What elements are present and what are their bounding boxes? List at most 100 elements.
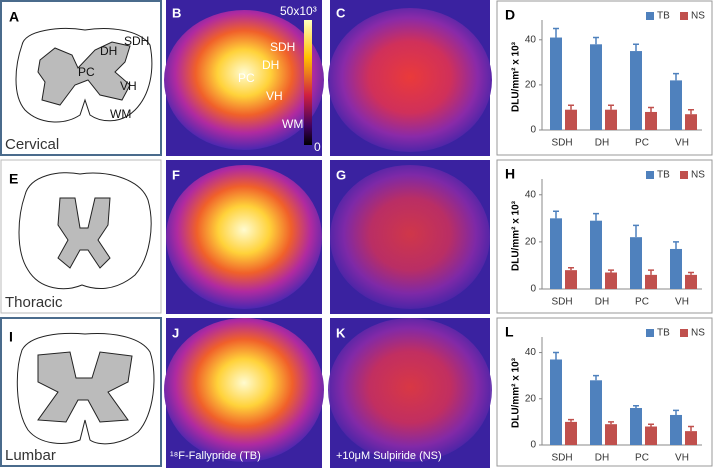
bar: [630, 237, 642, 289]
y-tick-label: 0: [530, 440, 536, 451]
drawing-label: SDH: [124, 34, 149, 48]
panel-letter: J: [172, 325, 179, 340]
legend-swatch: [646, 12, 654, 20]
error-bar: [648, 106, 654, 112]
panel-letter: A: [9, 9, 19, 25]
y-tick-label: 0: [530, 125, 536, 136]
legend-label: TB: [657, 11, 670, 22]
region-label: Cervical: [5, 136, 59, 153]
error-bar: [648, 269, 654, 275]
chart-frame: [496, 0, 713, 156]
x-tick-label: DH: [595, 297, 609, 308]
y-tick-label: 40: [525, 189, 537, 200]
bar: [670, 80, 682, 130]
y-axis-label: DLU/mm² x 10³: [511, 200, 522, 271]
x-tick-label: SDH: [551, 453, 572, 464]
legend-swatch: [680, 329, 688, 337]
y-tick-label: 40: [525, 347, 537, 358]
tb-image: [166, 165, 322, 309]
legend-label: TB: [657, 328, 670, 339]
caption: ¹⁸F-Fallypride (TB): [170, 450, 261, 462]
y-axis-label: DLU/mm² x 10³: [511, 357, 522, 428]
error-bar: [688, 108, 694, 115]
error-bar: [633, 224, 639, 238]
x-tick-label: VH: [675, 138, 689, 149]
bar: [565, 270, 577, 289]
panel-letter: I: [9, 329, 13, 345]
bar: [550, 37, 562, 130]
y-tick-label: 20: [525, 237, 537, 248]
color-bar: [304, 20, 312, 145]
ns-image: [328, 8, 492, 152]
bar: [630, 51, 642, 131]
scale-max: 50x10³: [280, 4, 317, 18]
labels: A E I Cervical Thoracic Lumbar SDH DH PC…: [5, 4, 442, 464]
legend-swatch: [646, 329, 654, 337]
caption: +10μM Sulpiride (NS): [336, 450, 442, 462]
chart-title: D: [505, 7, 515, 23]
panel-letter: G: [336, 167, 346, 182]
x-tick-label: SDH: [551, 297, 572, 308]
x-tick-label: VH: [675, 297, 689, 308]
ns-image: [328, 318, 492, 462]
error-bar: [688, 271, 694, 275]
legend-label: NS: [691, 328, 705, 339]
region-label: Lumbar: [5, 447, 56, 464]
bar: [630, 408, 642, 445]
image-label: VH: [266, 89, 283, 103]
bar: [645, 111, 657, 130]
legend-label: TB: [657, 170, 670, 181]
error-bar: [648, 423, 654, 427]
bar: [605, 109, 617, 130]
ns-image: [330, 165, 490, 309]
drawing-label: VH: [120, 79, 137, 93]
chart-title: H: [505, 166, 515, 182]
drawing-label: PC: [78, 65, 95, 79]
panel-letter: C: [336, 5, 346, 20]
bar: [590, 380, 602, 445]
error-bar: [568, 104, 574, 110]
error-bar: [593, 36, 599, 45]
image-label: WM: [282, 117, 303, 131]
bar: [685, 274, 697, 289]
panel-letter: B: [172, 5, 181, 20]
error-bar: [553, 210, 559, 219]
x-tick-label: PC: [635, 297, 649, 308]
error-bar: [568, 418, 574, 422]
error-bar: [633, 43, 639, 52]
bar: [685, 431, 697, 445]
error-bar: [568, 267, 574, 271]
image-label: PC: [238, 71, 255, 85]
bar: [565, 421, 577, 445]
x-tick-label: PC: [635, 453, 649, 464]
bar: [550, 218, 562, 289]
panel-letter: E: [9, 171, 18, 187]
error-bar: [608, 421, 614, 425]
chart-title: L: [505, 324, 514, 340]
error-bar: [553, 27, 559, 38]
bar: [565, 109, 577, 130]
cord-drawings: [15, 28, 155, 445]
y-tick-label: 20: [525, 80, 537, 91]
error-bar: [673, 409, 679, 415]
bar: [605, 272, 617, 289]
x-tick-label: VH: [675, 453, 689, 464]
error-bar: [608, 104, 614, 110]
legend-swatch: [680, 171, 688, 179]
legend-label: NS: [691, 11, 705, 22]
legend-label: NS: [691, 170, 705, 181]
y-tick-label: 20: [525, 393, 537, 404]
error-bar: [673, 241, 679, 249]
x-tick-label: DH: [595, 453, 609, 464]
bar: [645, 274, 657, 289]
y-axis-label: DLU/mm² x 10³: [511, 41, 522, 112]
legend-swatch: [680, 12, 688, 20]
y-tick-label: 0: [530, 284, 536, 295]
error-bar: [593, 374, 599, 381]
y-tick-label: 40: [525, 34, 537, 45]
error-bar: [553, 351, 559, 360]
bar: [590, 44, 602, 131]
image-label: SDH: [270, 40, 295, 54]
tb-image: [164, 318, 324, 462]
